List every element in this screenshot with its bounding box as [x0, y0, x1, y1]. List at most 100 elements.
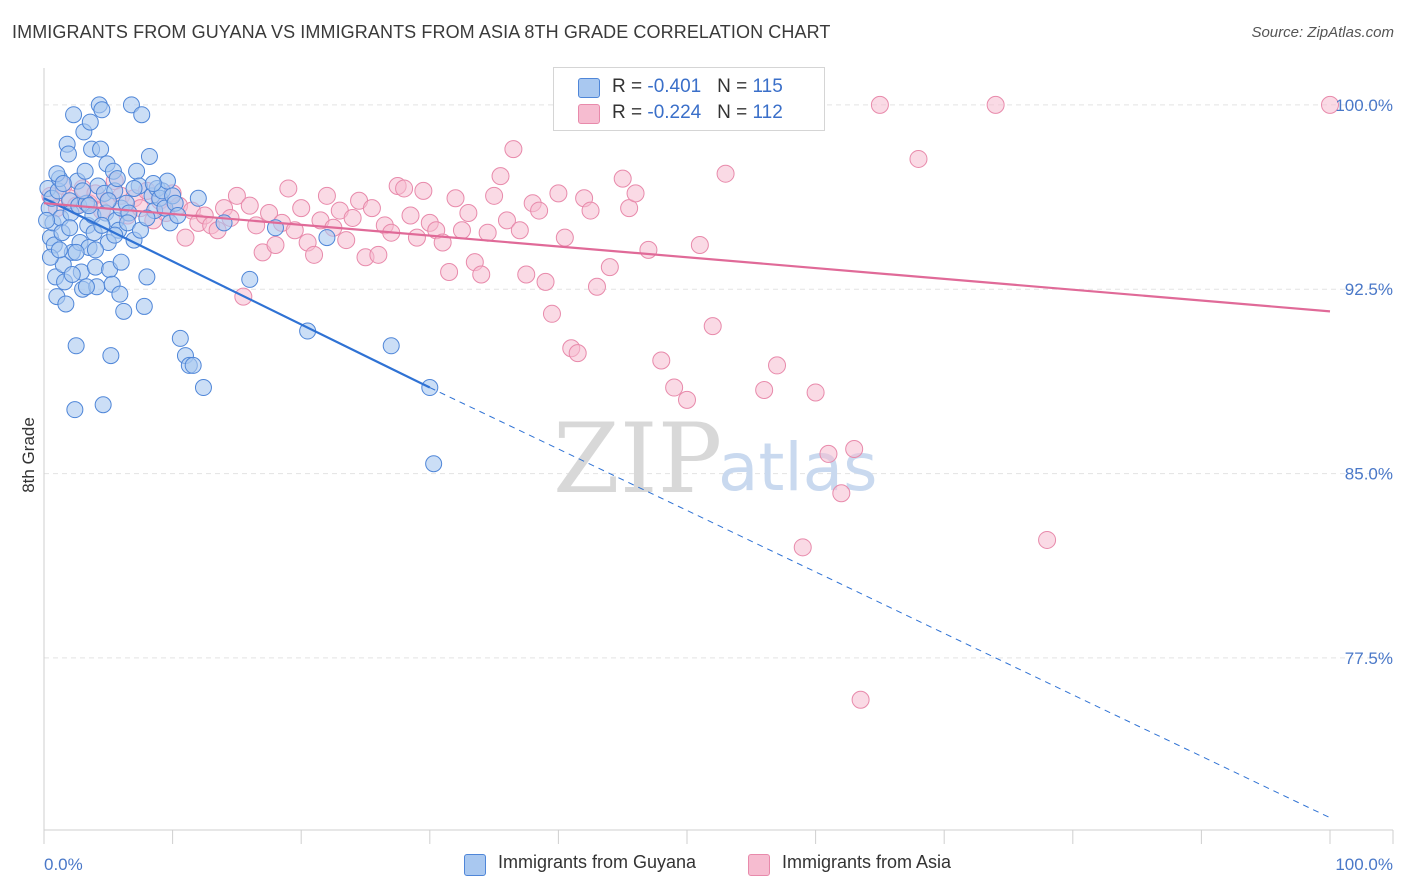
- guyana-point: [81, 113, 99, 131]
- asia-point: [247, 216, 266, 235]
- guyana-point: [318, 229, 336, 247]
- asia-point: [317, 186, 336, 205]
- asia-point: [401, 206, 420, 225]
- asia-point: [459, 204, 478, 223]
- asia-point: [600, 258, 619, 277]
- guyana-point: [135, 297, 153, 315]
- asia-point: [452, 221, 471, 240]
- asia-point: [407, 228, 426, 247]
- guyana-point: [133, 106, 151, 124]
- asia-point: [639, 240, 658, 259]
- guyana-n-value: 115: [752, 76, 783, 97]
- asia-r-label: R =: [612, 102, 648, 123]
- asia-swatch: [578, 104, 600, 124]
- guyana-point: [74, 182, 92, 200]
- asia-point: [768, 356, 787, 375]
- asia-point: [909, 149, 928, 168]
- asia-point: [240, 196, 259, 215]
- x-tick-label-min: 0.0%: [44, 855, 83, 874]
- guyana-point: [59, 145, 77, 163]
- guyana-point: [61, 219, 79, 237]
- guyana-point: [67, 337, 85, 355]
- guyana-point: [67, 243, 85, 261]
- asia-point: [337, 231, 356, 250]
- guyana-point: [138, 209, 156, 227]
- chart-title: IMMIGRANTS FROM GUYANA VS IMMIGRANTS FRO…: [12, 22, 831, 42]
- y-tick-label: 85.0%: [1345, 465, 1393, 484]
- asia-point: [362, 199, 381, 218]
- guyana-point: [138, 268, 156, 286]
- guyana-point: [92, 140, 110, 158]
- guyana-point: [50, 241, 68, 259]
- asia-point: [395, 179, 414, 198]
- asia-point: [716, 164, 735, 183]
- asia-point: [568, 344, 587, 363]
- asia-point: [870, 95, 889, 114]
- asia-point: [587, 277, 606, 296]
- guyana-point: [144, 175, 162, 193]
- asia-n-label: N =: [717, 102, 753, 123]
- y-tick-label: 77.5%: [1345, 649, 1393, 668]
- asia-point: [690, 235, 709, 254]
- guyana-legend-swatch: [464, 854, 486, 876]
- guyana-point: [76, 162, 94, 180]
- asia-point: [292, 199, 311, 218]
- asia-points: [41, 95, 1339, 709]
- guyana-point: [128, 162, 146, 180]
- asia-point: [703, 317, 722, 336]
- asia-point: [549, 184, 568, 203]
- asia-point: [652, 351, 671, 370]
- asia-point: [832, 484, 851, 503]
- guyana-point: [425, 455, 443, 473]
- y-tick-labels: 77.5% 85.0% 92.5% 100.0%: [1335, 96, 1393, 668]
- asia-point: [1038, 530, 1057, 549]
- trend-lines: [43, 197, 1331, 819]
- asia-point: [504, 140, 523, 159]
- asia-point: [343, 208, 362, 227]
- asia-point: [369, 245, 388, 264]
- guyana-point: [77, 278, 95, 296]
- guyana-point: [63, 265, 81, 283]
- guyana-points: [38, 96, 443, 473]
- asia-point: [497, 211, 516, 230]
- guyana-point: [382, 337, 400, 355]
- guyana-point: [184, 356, 202, 374]
- guyana-point: [189, 189, 207, 207]
- asia-point: [227, 186, 246, 205]
- asia-point: [266, 235, 285, 254]
- guyana-point: [54, 175, 72, 193]
- asia-point: [176, 228, 195, 247]
- guyana-point: [119, 214, 137, 232]
- guyana-n-label: N =: [717, 76, 753, 97]
- guyana-point: [158, 172, 176, 190]
- guyana-swatch: [578, 78, 600, 98]
- guyana-point: [66, 401, 84, 419]
- y-tick-label: 92.5%: [1345, 280, 1393, 299]
- source-label: Source: ZipAtlas.com: [1251, 24, 1394, 41]
- y-tick-label: 100.0%: [1335, 96, 1393, 115]
- guyana-point: [122, 96, 140, 114]
- asia-point: [517, 265, 536, 284]
- asia-point: [530, 201, 549, 220]
- asia-point: [555, 228, 574, 247]
- asia-point: [665, 378, 684, 397]
- guyana-point: [140, 147, 158, 165]
- guyana-point: [125, 179, 143, 197]
- gridlines: [44, 104, 1393, 659]
- guyana-legend-label: Immigrants from Guyana: [498, 852, 697, 872]
- asia-point: [491, 167, 510, 186]
- guyana-trend-extension: [429, 387, 1331, 819]
- asia-point: [845, 440, 864, 458]
- asia-point: [478, 223, 497, 242]
- asia-point: [433, 233, 452, 252]
- guyana-point: [111, 285, 129, 303]
- asia-point: [626, 184, 645, 203]
- guyana-point: [93, 101, 111, 119]
- asia-point: [755, 381, 774, 400]
- asia-point: [1321, 95, 1339, 114]
- legend-text-asia: R = -0.224 N = 112: [612, 102, 783, 124]
- guyana-point: [171, 329, 189, 347]
- watermark-zip: ZIP: [553, 403, 722, 515]
- asia-point: [285, 221, 304, 240]
- guyana-point: [86, 258, 104, 276]
